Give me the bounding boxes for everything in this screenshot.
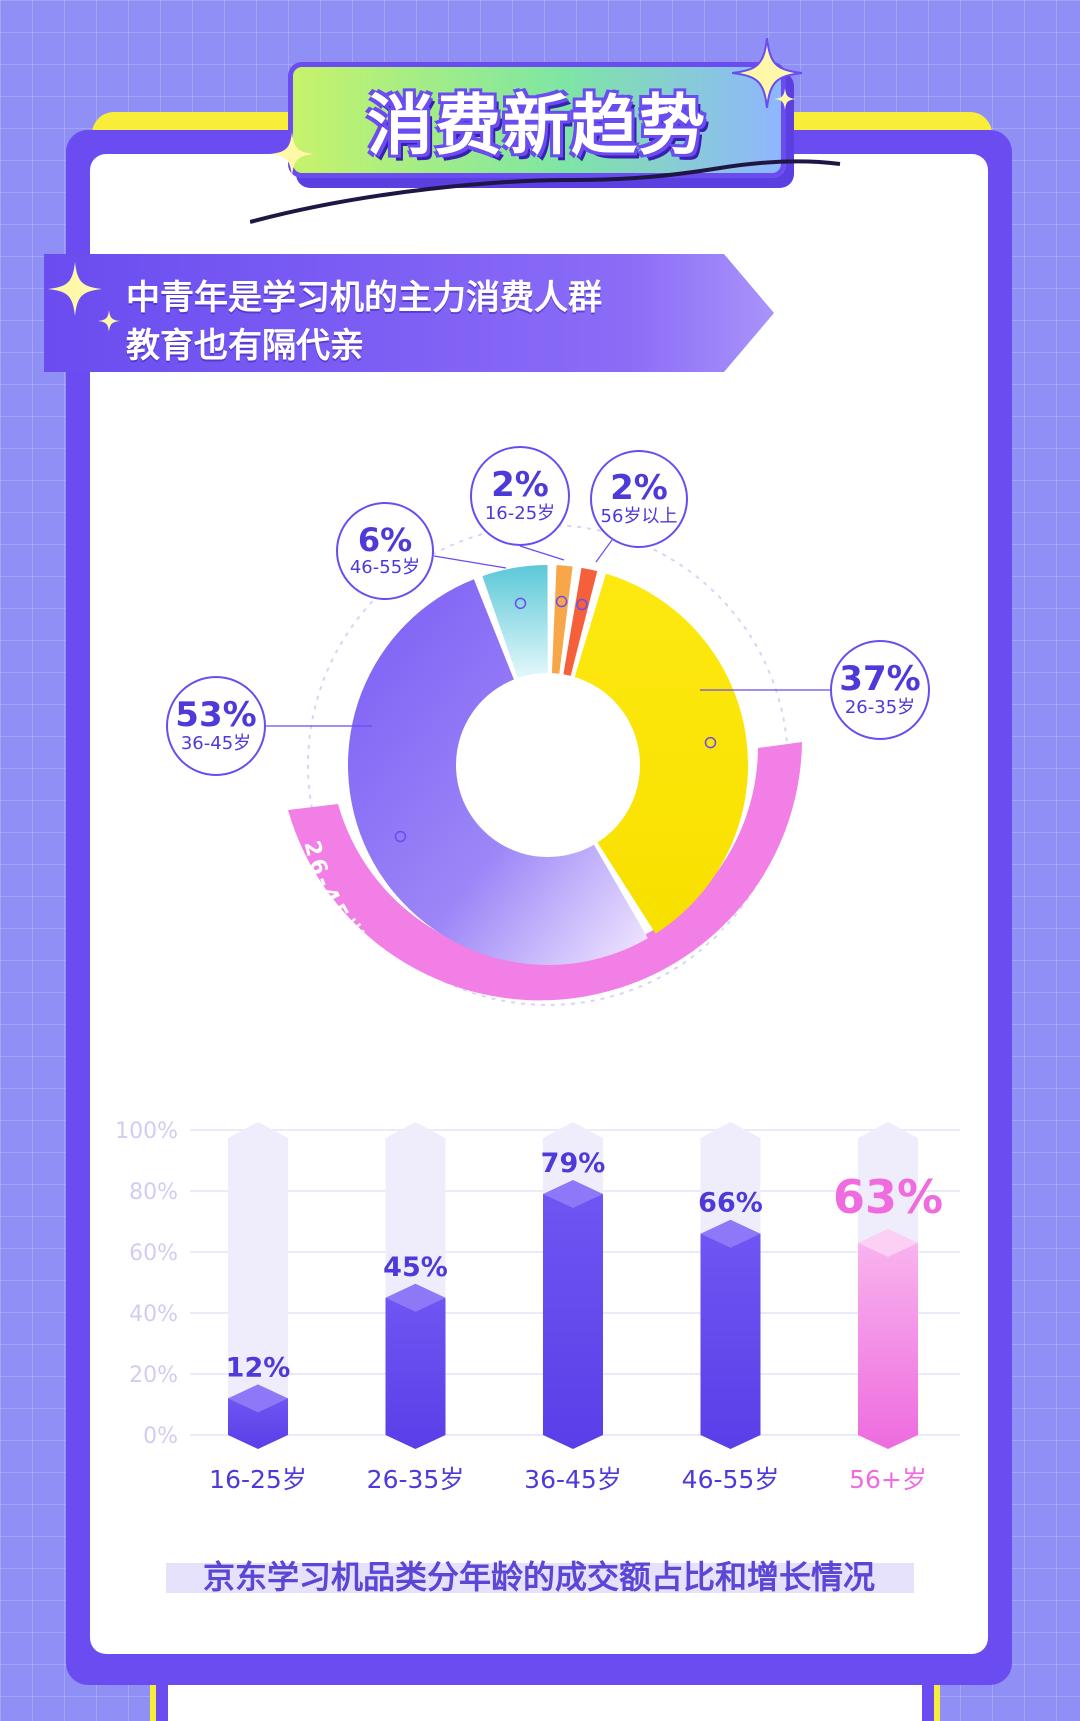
bar-value-label: 12% — [226, 1352, 291, 1383]
slice-age: 26-35岁 — [844, 696, 916, 718]
donut-slice-26-35岁 — [574, 573, 748, 934]
swoosh-line — [250, 159, 841, 224]
slice-age: 56岁以上 — [600, 505, 678, 527]
slice-age: 46-55岁 — [349, 556, 421, 578]
bar — [385, 1297, 446, 1449]
slice-age: 16-25岁 — [484, 502, 556, 524]
x-tick-label: 36-45岁 — [524, 1465, 622, 1494]
slice-age: 36-45岁 — [180, 732, 252, 754]
slice-value: 53% — [175, 695, 257, 736]
leader-line — [595, 539, 613, 563]
sparkle-icon — [48, 262, 102, 316]
title-banner: 消费新趋势 — [288, 62, 786, 178]
leader-line — [433, 555, 507, 569]
bar — [858, 1242, 918, 1449]
y-tick-label: 100% — [115, 1119, 178, 1144]
caption-highlight — [166, 1563, 914, 1593]
y-tick-label: 0% — [143, 1424, 178, 1449]
donut-slice-36-45岁 — [347, 579, 648, 966]
bar-cap — [228, 1384, 288, 1413]
bar-track — [228, 1122, 288, 1449]
slice-value: 6% — [357, 521, 413, 560]
leader-line — [519, 545, 565, 561]
subtitle-line-2: 教育也有隔代亲 — [126, 326, 364, 366]
bar-value-label: 66% — [698, 1188, 763, 1219]
bar-cap — [700, 1219, 761, 1248]
y-tick-label: 60% — [129, 1241, 178, 1266]
bar — [228, 1398, 288, 1449]
slice-value: 37% — [839, 659, 921, 700]
leader-dot — [704, 736, 717, 749]
x-tick-label: 56+岁 — [849, 1465, 927, 1494]
arc-band — [288, 742, 802, 1001]
subtitle-line-1: 中青年是学习机的主力消费人群 — [126, 278, 602, 318]
donut-slice-56岁以上 — [563, 567, 598, 676]
lower-card-inner — [168, 1678, 922, 1721]
chart-caption: 京东学习机品类分年龄的成交额占比和增长情况 — [202, 1558, 875, 1596]
leader-dot — [576, 598, 588, 611]
bar-value-label: 79% — [541, 1148, 606, 1179]
leader-dot — [394, 830, 407, 843]
donut-chart: 26-45岁人群电子教具的消费金额占比超过50% — [266, 524, 830, 1006]
donut-slice-46-55岁 — [482, 565, 548, 679]
slice-label-46-55: 6% 46-55岁 — [336, 502, 434, 600]
x-tick-label: 46-55岁 — [682, 1465, 780, 1494]
page-title: 消费新趋势 — [367, 87, 707, 164]
slice-label-36-45: 53% 36-45岁 — [166, 676, 266, 776]
subtitle-band — [44, 254, 774, 372]
slice-value: 2% — [610, 468, 668, 509]
bar-cap — [385, 1283, 446, 1312]
slice-value: 2% — [491, 465, 549, 506]
slice-label-26-35: 37% 26-35岁 — [830, 640, 930, 740]
slice-label-56-plus: 2% 56岁以上 — [590, 450, 688, 548]
sparkle-icon — [732, 38, 802, 108]
bar-cap — [543, 1180, 603, 1209]
x-tick-label: 26-35岁 — [367, 1465, 465, 1494]
y-tick-label: 40% — [129, 1302, 178, 1327]
x-tick-label: 16-25岁 — [209, 1465, 307, 1494]
leader-dot — [514, 597, 527, 610]
bar-chart: 0% 20% 40% 60% 80% 100% 12% 16-25岁 45% 26-35岁 79%… — [115, 1119, 960, 1494]
bar — [700, 1233, 761, 1449]
donut-slice-16-25岁 — [551, 565, 573, 674]
bar-cap — [858, 1228, 918, 1257]
sparkle-icon — [774, 88, 796, 110]
bar — [543, 1194, 603, 1449]
sparkle-icon — [270, 132, 314, 176]
slice-label-16-25: 2% 16-25岁 — [470, 446, 570, 546]
bar-value-label: 45% — [383, 1252, 448, 1283]
y-tick-label: 20% — [129, 1363, 178, 1388]
leader-dot — [555, 595, 568, 608]
sparkle-icon — [98, 310, 120, 332]
y-tick-label: 80% — [129, 1180, 178, 1205]
bar-value-label: 63% — [833, 1170, 943, 1224]
